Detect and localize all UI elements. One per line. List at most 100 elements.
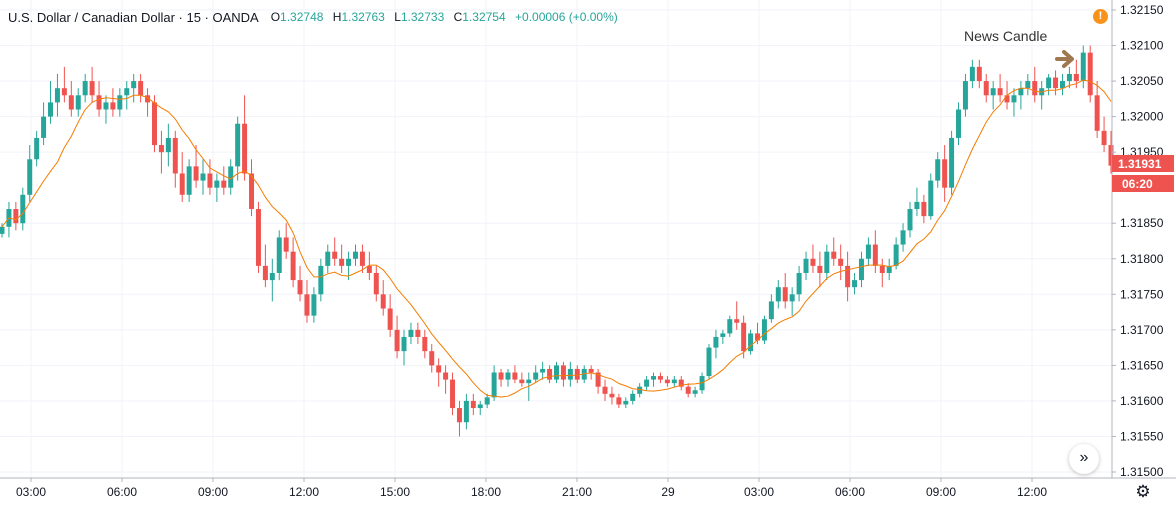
candle-body (782, 287, 788, 302)
candle (20, 187, 26, 231)
candle-body (0, 226, 5, 234)
candle (1080, 45, 1086, 89)
candle (366, 251, 372, 281)
candle (179, 152, 185, 202)
candle (394, 315, 400, 359)
candle (845, 251, 851, 302)
candle (207, 159, 213, 195)
candle (228, 159, 234, 195)
candle (470, 393, 476, 416)
candle (450, 372, 456, 416)
candle-body (235, 123, 241, 167)
candle (68, 81, 74, 117)
candle (727, 315, 733, 337)
candle-body (713, 336, 719, 348)
gear-icon[interactable]: ⚙ (1135, 482, 1151, 501)
candle (1108, 130, 1114, 174)
candle-body (858, 258, 864, 281)
candle (962, 73, 968, 117)
candle-body (124, 88, 130, 96)
candle (935, 152, 941, 188)
candle-body (609, 393, 615, 398)
candle-body (103, 102, 109, 110)
candle (657, 372, 663, 384)
candle (124, 81, 130, 110)
candle (325, 244, 331, 273)
candle (415, 322, 421, 345)
candle-body (48, 102, 54, 117)
candle-body (1059, 81, 1065, 89)
scroll-to-realtime-button[interactable]: » (1069, 444, 1099, 474)
candle-body (727, 319, 733, 334)
candle (290, 237, 296, 288)
close-value: 1.32754 (462, 10, 506, 24)
ohlc-values: O1.32748 H1.32763 L1.32733 C1.32754 +0.0… (271, 10, 624, 24)
candle (921, 194, 927, 224)
candle-body (1073, 73, 1079, 82)
candle-body (1025, 81, 1031, 89)
candle-body (1066, 73, 1072, 82)
candle (186, 159, 192, 202)
candle (41, 102, 47, 146)
candle (75, 88, 81, 117)
candle (477, 400, 483, 416)
candle-body (491, 372, 497, 398)
candle (595, 368, 601, 394)
candle-body (262, 265, 268, 281)
candle-body (651, 376, 657, 380)
candle (1094, 81, 1100, 138)
high-value: 1.32763 (341, 10, 385, 24)
y-tick-label: 1.31850 (1120, 216, 1164, 230)
candle-body (928, 180, 934, 217)
candle-body (907, 209, 913, 231)
candle (914, 187, 920, 217)
candle (131, 73, 137, 103)
candle (339, 244, 345, 273)
candle (1011, 88, 1017, 117)
candle (817, 251, 823, 288)
candle-body (498, 372, 504, 380)
candle (443, 365, 449, 394)
candle (720, 329, 726, 345)
x-tick-label: 21:00 (562, 485, 592, 499)
candle (616, 393, 622, 409)
candle (623, 397, 629, 409)
candle (810, 244, 816, 273)
candle-body (477, 404, 483, 409)
candle-body (484, 397, 490, 405)
candle (214, 173, 220, 202)
candle (900, 223, 906, 252)
candle-body (560, 365, 566, 380)
candle (505, 368, 511, 387)
candle-body (748, 333, 754, 352)
candle-body (810, 258, 816, 266)
candle-body (54, 88, 60, 103)
candle-body (193, 166, 199, 181)
candle-body (34, 137, 40, 160)
candle (1046, 73, 1052, 96)
candle-body (512, 372, 518, 380)
candle-body (346, 258, 352, 266)
candle (976, 59, 982, 89)
candle-body (325, 251, 331, 266)
candle-body (20, 194, 26, 224)
arrow-right-icon (1055, 50, 1074, 68)
candle (491, 365, 497, 401)
moving-average-line (1, 79, 1112, 398)
candle (221, 166, 227, 195)
candle-body (172, 137, 178, 174)
candle-body (276, 237, 282, 273)
candle (761, 315, 767, 345)
candle (519, 372, 525, 387)
candle-body (1087, 52, 1093, 96)
alert-warning-icon[interactable]: ! (1093, 9, 1108, 24)
candle (151, 95, 157, 153)
candle-body (1080, 52, 1086, 82)
candle-body (519, 379, 525, 384)
open-label: O (270, 10, 281, 24)
symbol-title[interactable]: U.S. Dollar / Canadian Dollar · 15 · OAN… (8, 9, 259, 25)
y-tick-label: 1.32050 (1120, 74, 1164, 88)
candle-body (540, 368, 546, 373)
